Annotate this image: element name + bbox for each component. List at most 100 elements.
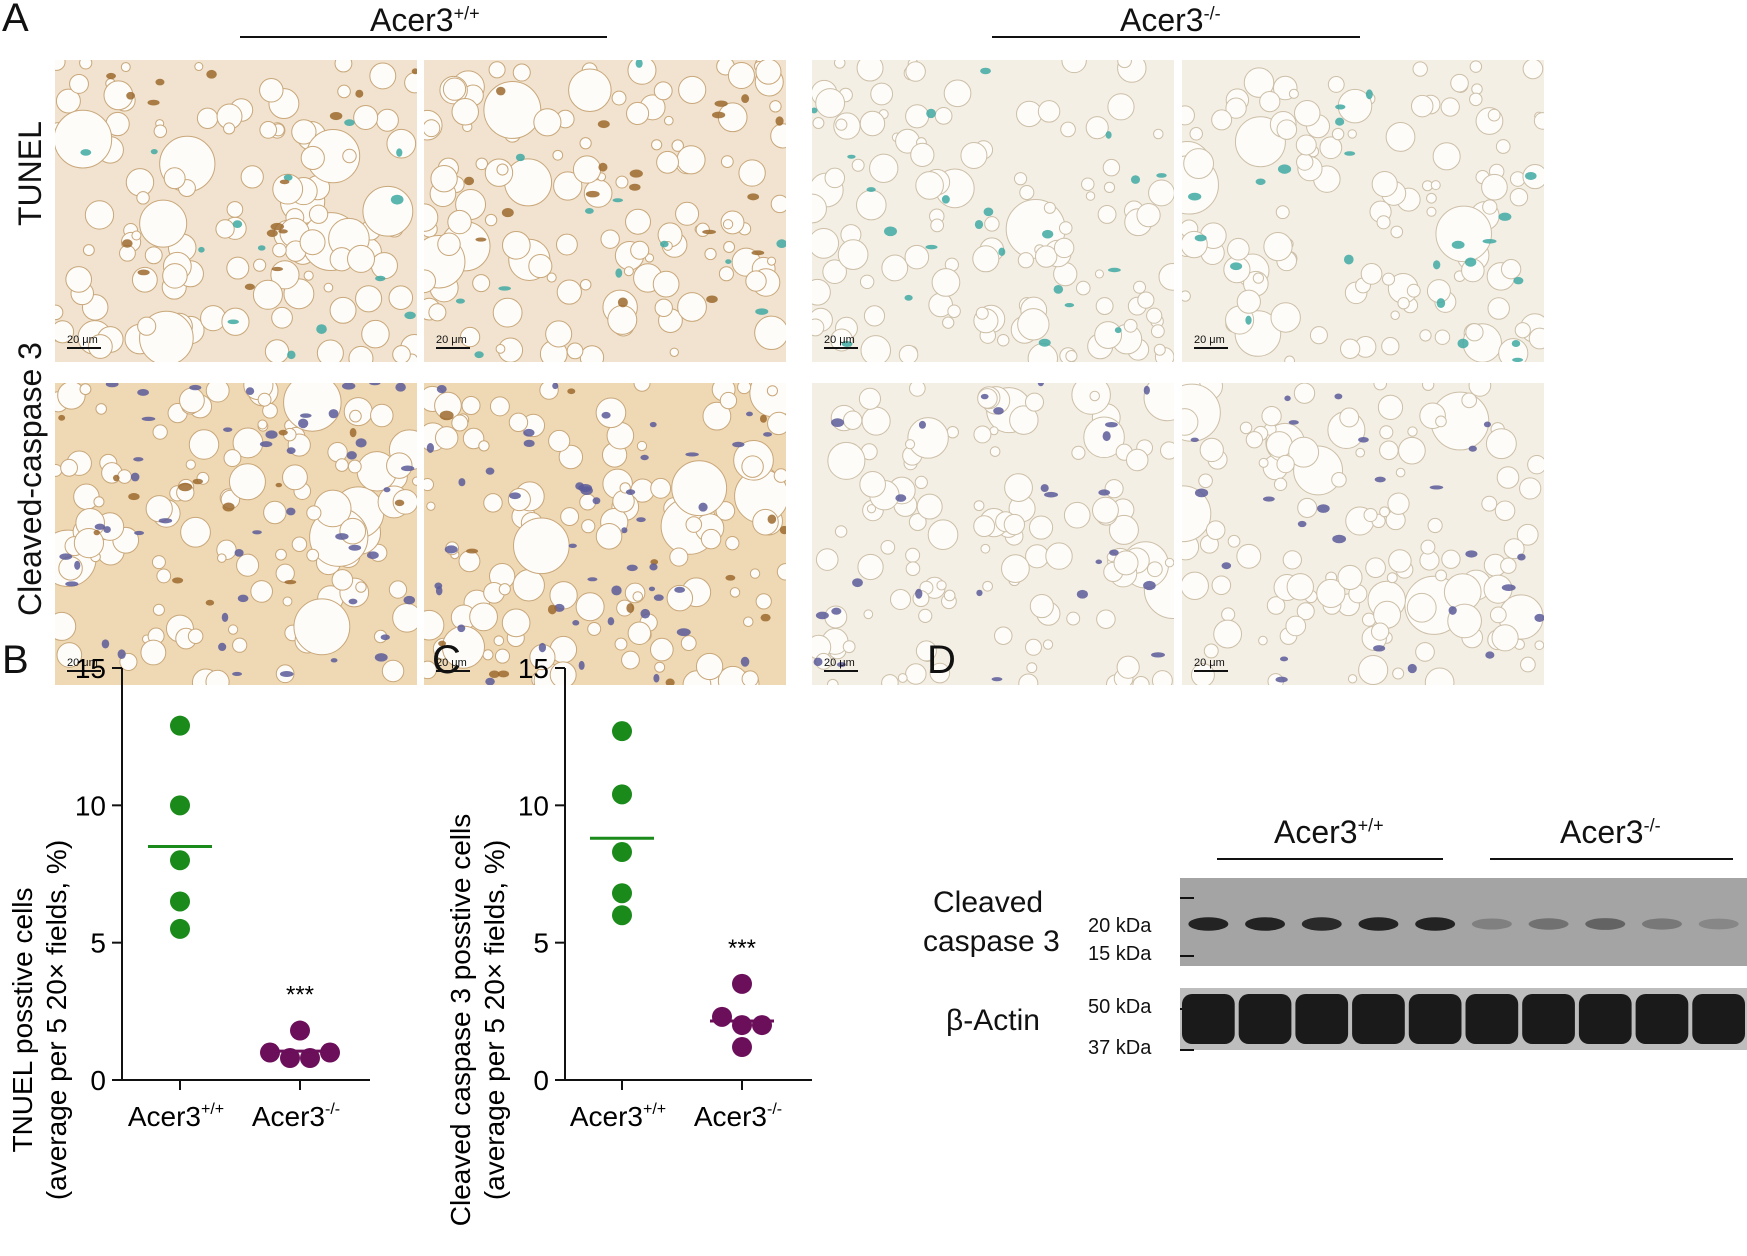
stained-nucleus <box>244 283 255 290</box>
stained-nucleus <box>621 527 628 534</box>
fat-vacuole <box>1151 670 1173 685</box>
fat-vacuole <box>1388 549 1412 573</box>
fat-vacuole <box>812 227 840 259</box>
fat-vacuole <box>1420 539 1436 555</box>
fat-vacuole <box>1441 549 1461 569</box>
fat-vacuole <box>1385 122 1416 152</box>
stained-nucleus <box>1053 284 1064 294</box>
fat-vacuole <box>858 387 882 410</box>
stained-nucleus <box>625 489 636 496</box>
fat-vacuole <box>729 587 741 598</box>
fat-vacuole <box>755 593 772 610</box>
scale-bar: 20 μm <box>436 334 470 349</box>
fat-vacuole <box>615 175 629 189</box>
stained-nucleus <box>444 545 458 554</box>
fat-vacuole <box>1009 405 1039 435</box>
fat-vacuole <box>451 98 479 126</box>
fat-vacuole <box>257 419 268 430</box>
fat-vacuole <box>1440 97 1460 117</box>
fat-vacuole <box>1509 187 1529 207</box>
stained-nucleus <box>578 483 593 493</box>
fat-vacuole <box>151 555 166 570</box>
stained-nucleus <box>751 250 765 256</box>
panel-d-group-ko-line <box>1490 858 1733 860</box>
chart-b-y-tick-label: 10 <box>75 790 106 821</box>
scale-bar-line <box>1194 347 1228 349</box>
stained-nucleus <box>1151 652 1165 658</box>
micrograph-image <box>1182 60 1544 362</box>
stained-nucleus <box>1194 488 1209 498</box>
chart-b-y-tick-label: 5 <box>90 928 106 959</box>
fat-vacuole <box>770 194 786 214</box>
scale-bar-label: 20 μm <box>436 657 467 669</box>
fat-vacuole <box>680 635 697 652</box>
fat-vacuole <box>1182 290 1191 302</box>
stained-nucleus <box>775 116 784 126</box>
fat-vacuole <box>223 449 242 468</box>
fat-vacuole <box>434 426 459 450</box>
stained-nucleus <box>1344 151 1356 156</box>
fat-vacuole <box>1117 60 1132 69</box>
fat-vacuole <box>915 640 937 662</box>
stained-nucleus <box>1230 262 1243 271</box>
fat-vacuole <box>1213 619 1243 649</box>
stained-nucleus <box>374 653 388 662</box>
stained-nucleus <box>1095 559 1103 565</box>
stained-nucleus <box>915 588 923 599</box>
fat-vacuole <box>626 101 650 126</box>
chart-b-significance: *** <box>286 982 314 1009</box>
fat-vacuole <box>1123 318 1138 333</box>
fat-vacuole <box>835 118 848 131</box>
fat-vacuole <box>1331 127 1345 141</box>
fat-vacuole <box>982 580 993 592</box>
fat-vacuole <box>607 304 638 335</box>
fat-vacuole <box>140 639 167 666</box>
fat-vacuole <box>1516 523 1539 546</box>
fat-vacuole <box>1263 231 1293 262</box>
fat-vacuole <box>1198 473 1213 489</box>
fat-vacuole <box>56 642 83 668</box>
stained-nucleus <box>612 198 624 203</box>
fat-vacuole <box>513 517 570 575</box>
panel-a-group-ko-line <box>992 36 1360 38</box>
stained-nucleus <box>601 411 611 419</box>
stained-nucleus <box>626 564 638 572</box>
stained-nucleus <box>998 247 1006 257</box>
fat-vacuole <box>1390 225 1404 239</box>
fat-vacuole <box>205 669 230 685</box>
fat-vacuole <box>316 339 344 362</box>
fat-vacuole <box>1148 179 1174 207</box>
fat-vacuole <box>812 117 825 129</box>
stained-nucleus <box>568 543 577 549</box>
stained-nucleus <box>1358 436 1369 443</box>
stained-nucleus <box>346 451 357 460</box>
stained-nucleus <box>498 286 511 291</box>
fat-vacuole <box>1435 205 1492 263</box>
fat-vacuole <box>187 628 204 645</box>
fat-vacuole <box>156 568 172 584</box>
micrograph-caspase3-1: 20 μm <box>55 383 417 685</box>
fat-vacuole <box>1053 237 1075 259</box>
panel-d-group-wt-line <box>1217 858 1443 860</box>
fat-vacuole <box>942 316 955 329</box>
scale-bar-line <box>67 670 101 672</box>
fat-vacuole <box>663 115 674 126</box>
fat-vacuole <box>669 547 689 567</box>
stained-nucleus <box>106 72 116 80</box>
fat-vacuole <box>905 561 921 577</box>
fat-vacuole <box>766 385 779 397</box>
stained-nucleus <box>172 577 184 584</box>
fat-vacuole <box>1434 329 1451 345</box>
stained-nucleus <box>1432 260 1441 270</box>
fat-vacuole <box>870 82 894 106</box>
stained-nucleus <box>1534 613 1544 622</box>
fat-vacuole <box>1013 172 1028 186</box>
fat-vacuole <box>504 158 553 207</box>
scale-bar: 20 μm <box>67 657 101 672</box>
fat-vacuole <box>424 660 437 680</box>
fat-vacuole <box>451 414 469 432</box>
fat-vacuole <box>136 191 150 205</box>
stained-nucleus <box>234 549 244 557</box>
fat-vacuole <box>1239 421 1253 435</box>
stained-nucleus <box>866 187 876 193</box>
